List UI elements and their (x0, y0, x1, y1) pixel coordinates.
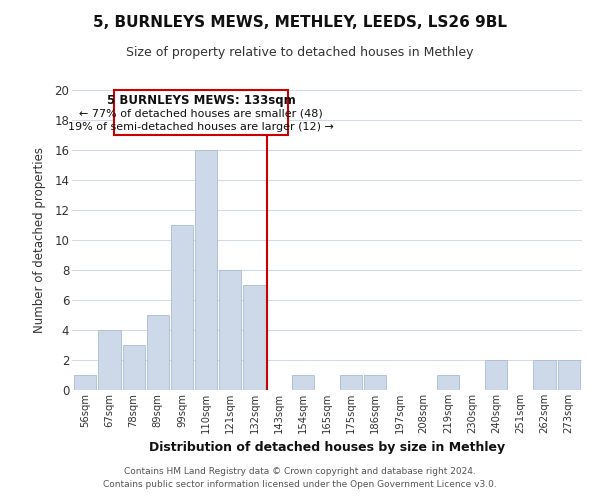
FancyBboxPatch shape (114, 90, 289, 135)
Text: 5 BURNLEYS MEWS: 133sqm: 5 BURNLEYS MEWS: 133sqm (107, 94, 296, 107)
Text: Contains public sector information licensed under the Open Government Licence v3: Contains public sector information licen… (103, 480, 497, 489)
Bar (437, 375, 459, 390)
Text: 5, BURNLEYS MEWS, METHLEY, LEEDS, LS26 9BL: 5, BURNLEYS MEWS, METHLEY, LEEDS, LS26 9… (93, 15, 507, 30)
Text: 19% of semi-detached houses are larger (12) →: 19% of semi-detached houses are larger (… (68, 122, 334, 132)
Bar (171, 225, 193, 390)
Bar (195, 150, 217, 390)
Y-axis label: Number of detached properties: Number of detached properties (33, 147, 46, 333)
Bar (557, 360, 580, 390)
Bar (74, 375, 97, 390)
Bar (219, 270, 241, 390)
Bar (485, 360, 508, 390)
Bar (146, 315, 169, 390)
Bar (292, 375, 314, 390)
Text: Contains HM Land Registry data © Crown copyright and database right 2024.: Contains HM Land Registry data © Crown c… (124, 467, 476, 476)
Bar (340, 375, 362, 390)
Text: ← 77% of detached houses are smaller (48): ← 77% of detached houses are smaller (48… (79, 109, 323, 119)
Bar (244, 285, 266, 390)
Bar (364, 375, 386, 390)
Bar (98, 330, 121, 390)
Bar (122, 345, 145, 390)
Text: Size of property relative to detached houses in Methley: Size of property relative to detached ho… (126, 46, 474, 59)
X-axis label: Distribution of detached houses by size in Methley: Distribution of detached houses by size … (149, 442, 505, 454)
Bar (533, 360, 556, 390)
